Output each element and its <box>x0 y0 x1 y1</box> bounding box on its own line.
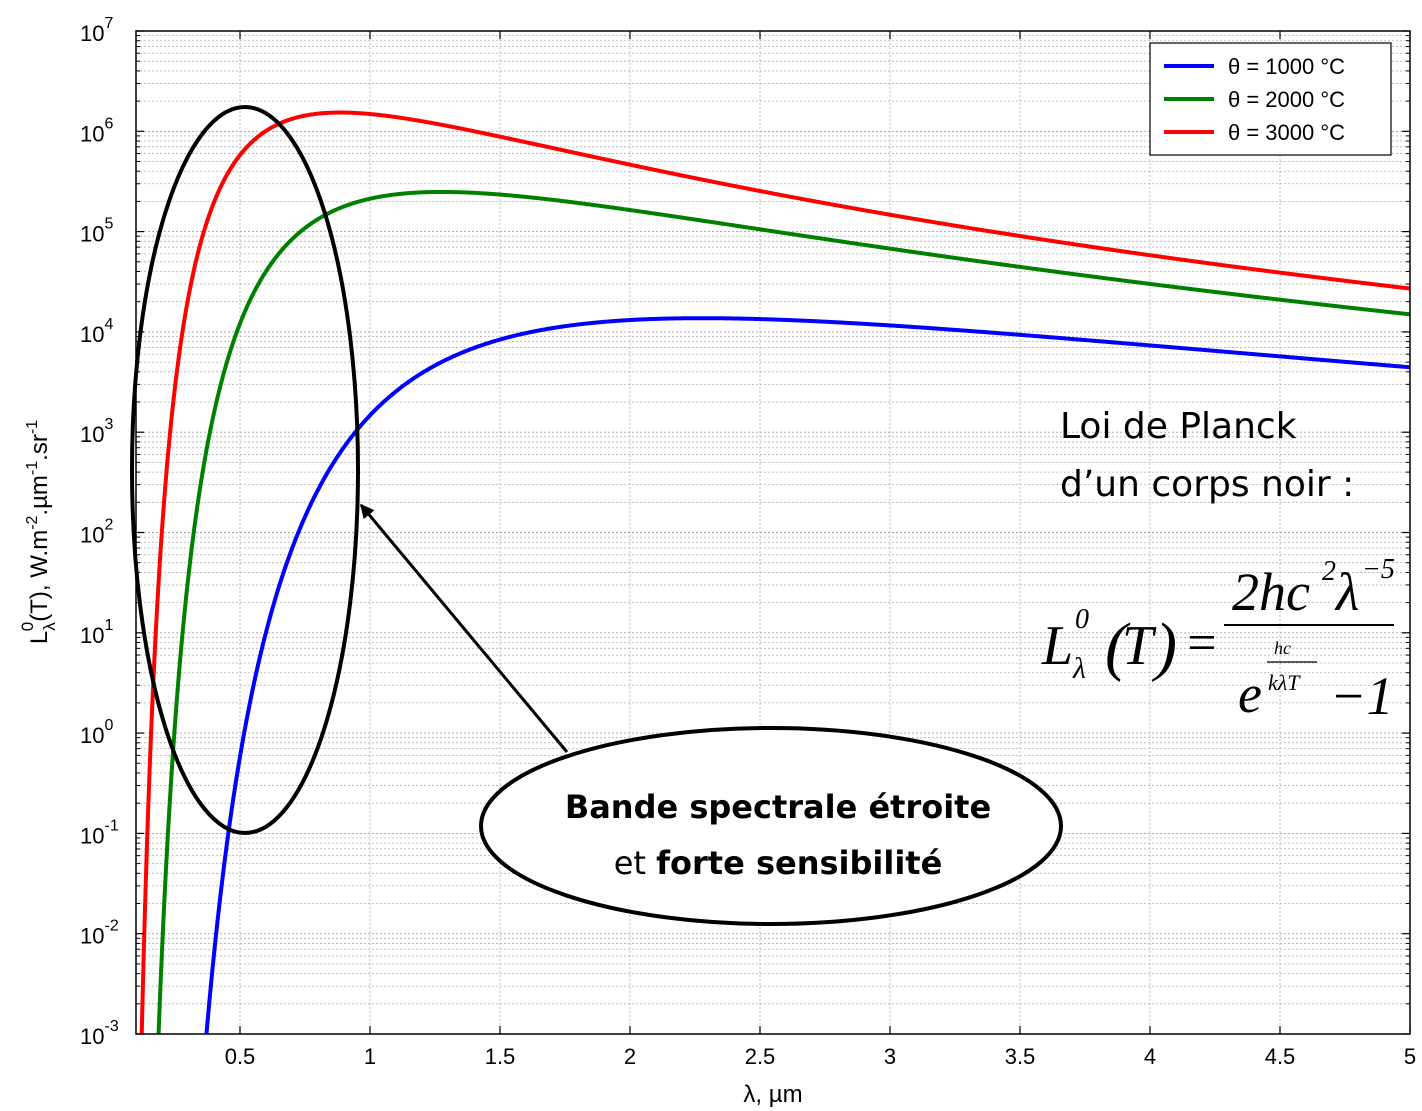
y-tick-label: 101 <box>80 617 113 648</box>
x-axis-label: λ, µm <box>743 1081 802 1108</box>
callout-bold2: forte sensibilité <box>656 844 942 882</box>
planck-title-line1: Loi de Planck <box>1060 406 1297 447</box>
callout-ellipse <box>479 726 1063 926</box>
callout-line2: et forte sensibilité <box>614 844 943 882</box>
legend-label: θ = 2000 °C <box>1228 87 1345 112</box>
y-tick-label: 103 <box>80 416 113 447</box>
y-label-pow-um: -1 <box>24 461 41 475</box>
x-tick-label: 2.5 <box>745 1044 776 1069</box>
legend-label: θ = 3000 °C <box>1228 120 1345 145</box>
y-tick-label: 105 <box>80 216 113 247</box>
formula-exp-den: kλT <box>1268 670 1301 695</box>
legend: θ = 1000 °C θ = 2000 °C θ = 3000 °C <box>1149 42 1392 156</box>
formula-minus-one: −1 <box>1330 666 1393 726</box>
formula-num-sup: 2 <box>1322 556 1336 587</box>
formula-numerator: 2hc <box>1232 562 1310 622</box>
x-tick-label: 0.5 <box>225 1044 256 1069</box>
y-label-pow-m: -2 <box>24 515 41 529</box>
y-label-sup: 0 <box>18 622 37 631</box>
series-line <box>156 189 1410 1034</box>
formula-den-e: e <box>1238 664 1262 724</box>
callout-arrow <box>359 503 569 753</box>
y-axis-label: Lλ0(T), W.m-2.µm-1.sr-1 <box>18 420 59 644</box>
formula-exp-num: hc <box>1274 638 1291 658</box>
y-tick-label: 10-2 <box>80 918 119 949</box>
y-label-sr: .sr <box>26 434 53 461</box>
callout-et: et <box>614 844 656 882</box>
y-tick-label: 10-1 <box>80 817 119 848</box>
x-tick-label: 4.5 <box>1265 1044 1296 1069</box>
legend-label: θ = 1000 °C <box>1228 54 1345 79</box>
formula-paren-close: ) <box>1151 610 1177 683</box>
y-tick-label: 104 <box>80 316 113 347</box>
callout-line1: Bande spectrale étroite <box>565 788 991 826</box>
planck-formula: L 0 λ ( T ) = 2hc 2 λ −5 e hc kλT −1 <box>1041 554 1395 726</box>
formula-num-lambda-sup: −5 <box>1362 554 1395 585</box>
y-label-sub: λ <box>40 622 59 631</box>
x-tick-label: 1 <box>364 1044 376 1069</box>
formula-num-lambda: λ <box>1334 562 1359 622</box>
x-tick-label: 2 <box>624 1044 636 1069</box>
y-label-rest: (T), W.m <box>26 530 53 622</box>
svg-text:Lλ0(T), W.m-2.µm-1.sr-1: Lλ0(T), W.m-2.µm-1.sr-1 <box>18 420 59 644</box>
y-label-main: L <box>26 631 53 644</box>
y-label-pow-sr: -1 <box>24 420 41 434</box>
formula-lhs-L: L <box>1041 615 1073 677</box>
series-line <box>139 110 1410 1034</box>
x-tick-label: 1.5 <box>485 1044 516 1069</box>
x-tick-label: 4 <box>1144 1044 1156 1069</box>
x-tick-label: 5 <box>1404 1044 1416 1069</box>
x-tick-label: 3.5 <box>1005 1044 1036 1069</box>
y-axis-ticks: 10-3 10-2 10-1 100 101 102 103 104 105 106 107 <box>80 15 1410 1049</box>
y-tick-label: 100 <box>80 717 113 748</box>
formula-lhs-T: T <box>1122 615 1157 677</box>
x-axis-ticks: 0.5 1 1.5 2 2.5 3 3.5 4 4.5 5 <box>225 31 1416 1069</box>
x-tick-label: 3 <box>884 1044 896 1069</box>
formula-lhs-sup: 0 <box>1075 604 1089 635</box>
curves <box>139 110 1410 1034</box>
y-tick-label: 107 <box>80 15 113 46</box>
y-tick-label: 106 <box>80 115 113 146</box>
y-tick-label: 10-3 <box>80 1018 119 1049</box>
planck-title-line2: d’un corps noir : <box>1060 464 1354 505</box>
formula-equals: = <box>1184 615 1219 672</box>
formula-lhs-sub: λ <box>1072 652 1086 685</box>
y-tick-label: 102 <box>80 517 113 548</box>
y-label-um: .µm <box>26 475 53 516</box>
region-ellipse <box>130 105 360 835</box>
formula-paren-open: ( <box>1105 610 1131 683</box>
legend-box <box>1149 42 1392 156</box>
series-line <box>204 316 1410 1034</box>
